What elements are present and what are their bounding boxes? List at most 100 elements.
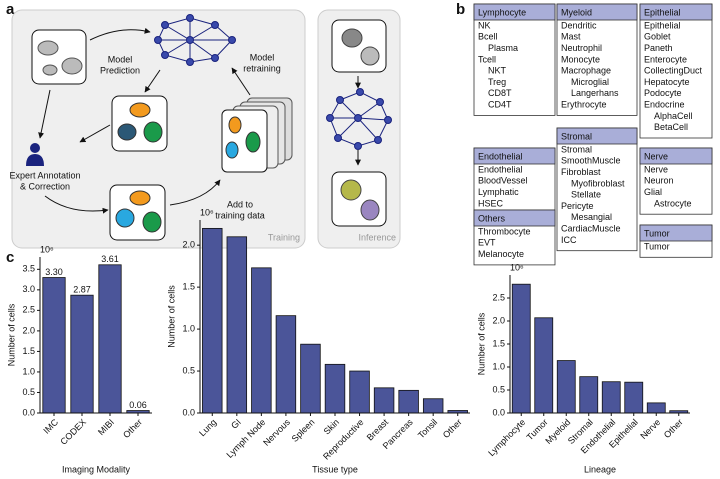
cell: [37, 40, 59, 56]
cell: [61, 57, 83, 75]
bar: [275, 315, 297, 414]
diagram-label: retraining: [243, 63, 281, 73]
lineage-header-bg: [473, 209, 556, 227]
arrow: [44, 195, 109, 214]
lineage-item: Langerhans: [571, 88, 619, 98]
y-tick-label: 1.0: [182, 323, 195, 333]
y-tick-label: 3.0: [22, 284, 35, 294]
cell: [360, 46, 380, 66]
y-tick-label: 0.5: [22, 387, 35, 397]
diagram-label: & Correction: [20, 181, 70, 191]
diagram-label: training data: [215, 210, 265, 220]
x-tick-label: Nerve: [638, 417, 662, 441]
lineage-item: Mesangial: [571, 212, 612, 222]
lineage-item: Mast: [561, 32, 581, 42]
lineage-item: Bcell: [478, 32, 498, 42]
bar: [70, 294, 94, 414]
panel-label: c: [6, 249, 14, 266]
lineage-item: Stellate: [571, 190, 601, 200]
bar: [202, 227, 223, 414]
diagram-training: [11, 9, 306, 249]
cell: [117, 123, 137, 141]
panel-label: a: [6, 1, 15, 18]
diagram-label: Add to: [227, 199, 253, 209]
lineage-item: NKT: [488, 66, 507, 76]
lineage-item: CollectingDuct: [644, 66, 703, 76]
y-tick-label: 2.0: [22, 325, 35, 335]
lineage-header-bg: [639, 224, 713, 242]
y-tick-label: 1.0: [492, 361, 505, 371]
bar: [601, 381, 621, 414]
lineage-item: Neuron: [644, 176, 674, 186]
bar: [624, 381, 644, 414]
arrow: [144, 69, 161, 93]
lineage-header-bg: [556, 127, 638, 145]
y-axis-label: Number of cells: [6, 303, 16, 366]
bar: [511, 283, 531, 414]
y-axis-label: Number of cells: [166, 285, 176, 348]
lineage-item: Tcell: [478, 54, 496, 64]
diagram-inference: [317, 9, 401, 249]
cell: [115, 208, 135, 228]
lineage-item: Treg: [488, 77, 506, 87]
lineage-item: BloodVessel: [478, 176, 528, 186]
x-tick-label: Lung: [197, 417, 218, 438]
lineage-item: Astrocyte: [654, 198, 692, 208]
bar: [579, 376, 599, 414]
cell: [42, 64, 58, 76]
diagram-label: Model: [108, 54, 133, 64]
lineage-item: BetaCell: [654, 122, 688, 132]
diagram-label: Expert Annotation: [9, 170, 80, 180]
bar: [422, 398, 444, 414]
lineage-item: Erythrocyte: [561, 99, 607, 109]
cell: [360, 199, 380, 221]
bar: [324, 363, 346, 414]
lineage-header: Stromal: [561, 131, 592, 141]
diagram-label: Prediction: [100, 65, 140, 75]
lineage-box: [473, 3, 556, 116]
y-tick-label: 2.5: [492, 292, 505, 302]
arrow: [79, 124, 111, 143]
x-tick-label: MIBI: [96, 417, 116, 437]
lineage-item: Podocyte: [644, 88, 682, 98]
lineage-item: CD8T: [488, 88, 512, 98]
x-tick-label: Nervous: [261, 417, 292, 448]
x-axis-label: Imaging Modality: [62, 464, 131, 474]
bar: [42, 277, 66, 414]
cell: [340, 179, 362, 201]
lineage-item: Myofibroblast: [571, 178, 625, 188]
lineage-header-bg: [639, 147, 713, 165]
lineage-item: Pericyte: [561, 201, 594, 211]
bar: [251, 267, 272, 414]
x-tick-label: GI: [229, 417, 243, 431]
bar: [300, 343, 321, 414]
x-axis-label: Lineage: [584, 464, 616, 474]
lineage-item: Paneth: [644, 43, 673, 53]
y-tick-label: 2.0: [492, 315, 505, 325]
y-tick-label: 0.0: [22, 407, 35, 417]
lineage-header-bg: [556, 3, 638, 21]
lineage-box: [556, 3, 638, 116]
lineage-item: CD4T: [488, 99, 512, 109]
lineage-box: [639, 3, 713, 139]
x-tick-label: Spleen: [290, 417, 317, 444]
lineage-item: Thrombocyte: [478, 226, 531, 236]
value-label: 0.06: [129, 400, 147, 410]
lineage-item: NK: [478, 20, 491, 30]
y-tick-label: 0.0: [182, 407, 195, 417]
lineage-item: Fibroblast: [561, 167, 601, 177]
lineage-item: Macrophage: [561, 66, 611, 76]
x-tick-label: CODEX: [58, 417, 88, 447]
lineage-item: ICC: [561, 235, 577, 245]
lineage-header: Tumor: [644, 228, 670, 238]
offset-label: 10⁶: [40, 244, 54, 254]
lineage-header: Lymphocyte: [478, 7, 526, 17]
cell: [341, 28, 363, 48]
lineage-item: Goblet: [644, 32, 671, 42]
bar: [534, 317, 554, 414]
lineage-item: Endothelial: [478, 164, 523, 174]
panel-caption: Inference: [358, 232, 396, 242]
cell: [129, 102, 151, 118]
person-icon: [26, 143, 44, 166]
